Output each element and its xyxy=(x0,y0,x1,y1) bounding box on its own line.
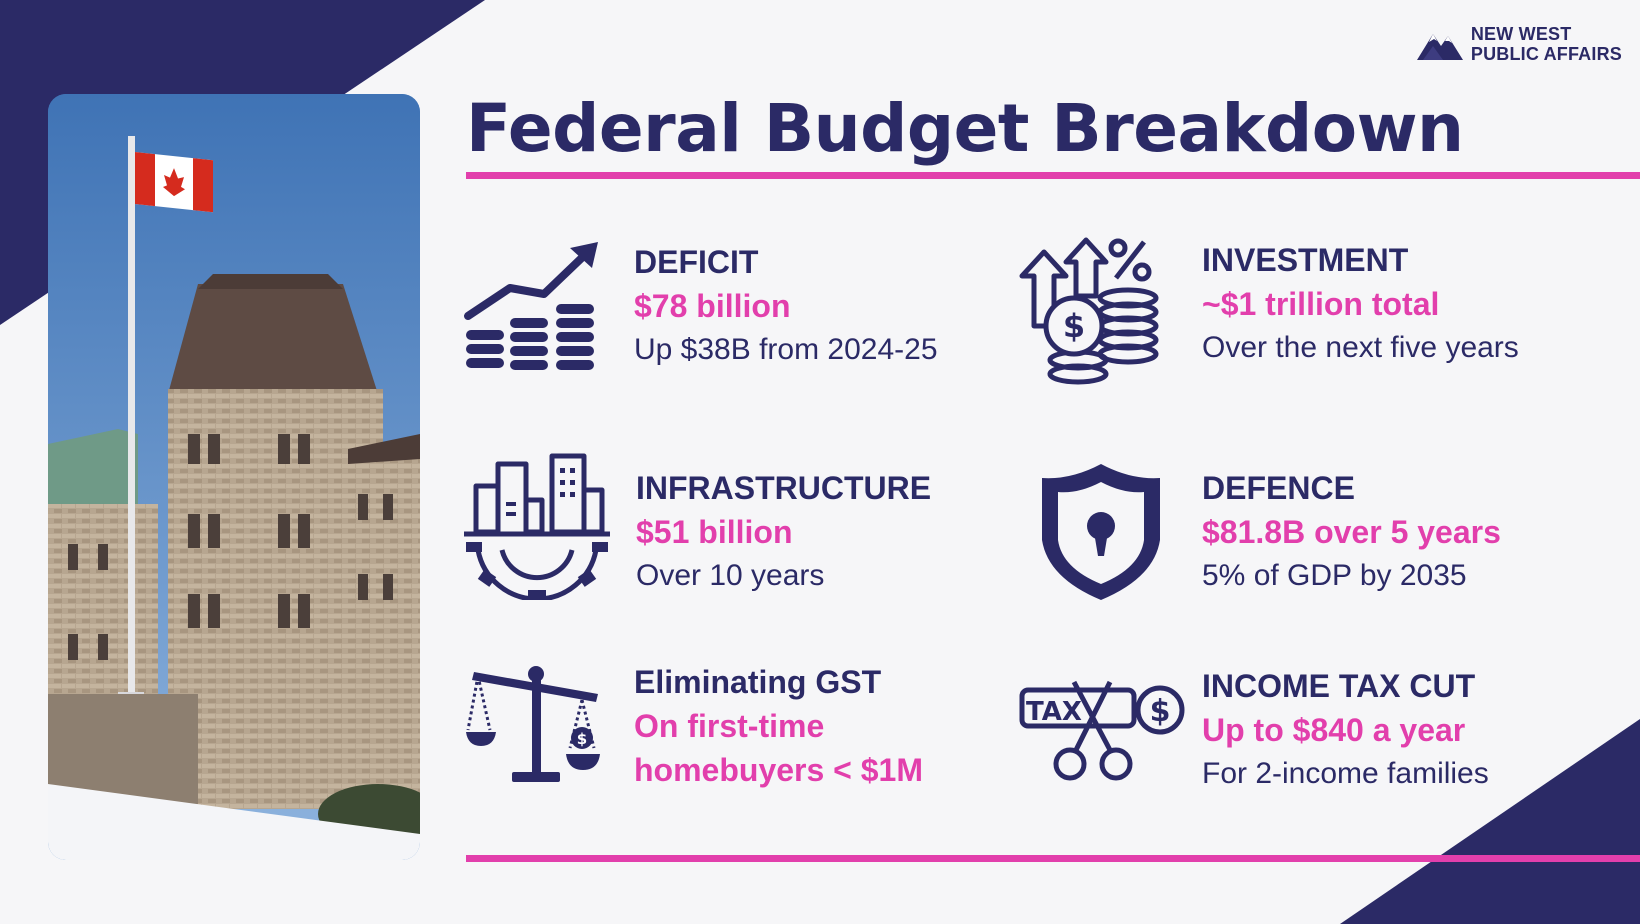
investment-amount: ~$1 trillion total xyxy=(1202,286,1440,322)
svg-text:$: $ xyxy=(1150,694,1171,729)
infrastructure-desc: Over 10 years xyxy=(636,559,825,592)
investment-heading: INVESTMENT xyxy=(1202,242,1409,278)
gst-highlight-line-2: homebuyers < $1M xyxy=(634,752,923,788)
bottom-rule xyxy=(466,855,1640,862)
income-tax-heading: INCOME TAX CUT xyxy=(1202,668,1476,704)
defence-heading: DEFENCE xyxy=(1202,470,1355,506)
infrastructure-amount: $51 billion xyxy=(636,514,793,550)
gst-highlight-line-1: On first-time xyxy=(634,708,825,744)
defence-desc: 5% of GDP by 2035 xyxy=(1202,559,1467,592)
bar-chart-coins-icon xyxy=(464,242,598,370)
infrastructure-card: INFRASTRUCTURE $51 billion Over 10 years xyxy=(636,466,931,598)
mountain-logo-icon xyxy=(1416,34,1463,60)
deficit-card: DEFICIT $78 billion Up $38B from 2024-25 xyxy=(634,240,938,372)
logo-line-1: NEW WEST xyxy=(1470,24,1572,44)
title-underline xyxy=(466,172,1640,179)
investment-coins-icon: $ xyxy=(1019,237,1159,385)
investment-card: INVESTMENT ~$1 trillion total Over the n… xyxy=(1202,238,1519,370)
logo: NEW WEST PUBLIC AFFAIRS xyxy=(1415,24,1622,64)
tax-scissors-icon: TAX $ xyxy=(1019,680,1185,781)
investment-desc: Over the next five years xyxy=(1202,331,1519,364)
income-tax-desc: For 2-income families xyxy=(1202,757,1489,790)
infrastructure-heading: INFRASTRUCTURE xyxy=(636,470,932,506)
defence-card: DEFENCE $81.8B over 5 years 5% of GDP by… xyxy=(1202,466,1501,598)
deficit-amount: $78 billion xyxy=(634,288,791,324)
balance-scale-icon: $ xyxy=(466,666,600,782)
shield-lock-icon xyxy=(1042,464,1160,600)
income-tax-card: INCOME TAX CUT Up to $840 a year For 2-i… xyxy=(1202,664,1489,796)
gst-card: Eliminating GST On first-time homebuyers… xyxy=(634,660,923,792)
bottom-right-triangle xyxy=(1340,719,1640,924)
svg-text:$: $ xyxy=(1063,307,1085,345)
svg-text:TAX: TAX xyxy=(1026,697,1082,727)
defence-amount: $81.8B over 5 years xyxy=(1202,514,1501,550)
parliament-photo xyxy=(48,94,420,860)
city-gear-icon xyxy=(464,453,610,600)
page-title: Federal Budget Breakdown xyxy=(466,90,1464,167)
deficit-heading: DEFICIT xyxy=(634,244,759,280)
gst-heading: Eliminating GST xyxy=(634,664,882,700)
deficit-desc: Up $38B from 2024-25 xyxy=(634,333,938,366)
logo-line-2: PUBLIC AFFAIRS xyxy=(1470,44,1622,64)
income-tax-amount: Up to $840 a year xyxy=(1202,712,1466,748)
svg-text:$: $ xyxy=(577,730,587,748)
